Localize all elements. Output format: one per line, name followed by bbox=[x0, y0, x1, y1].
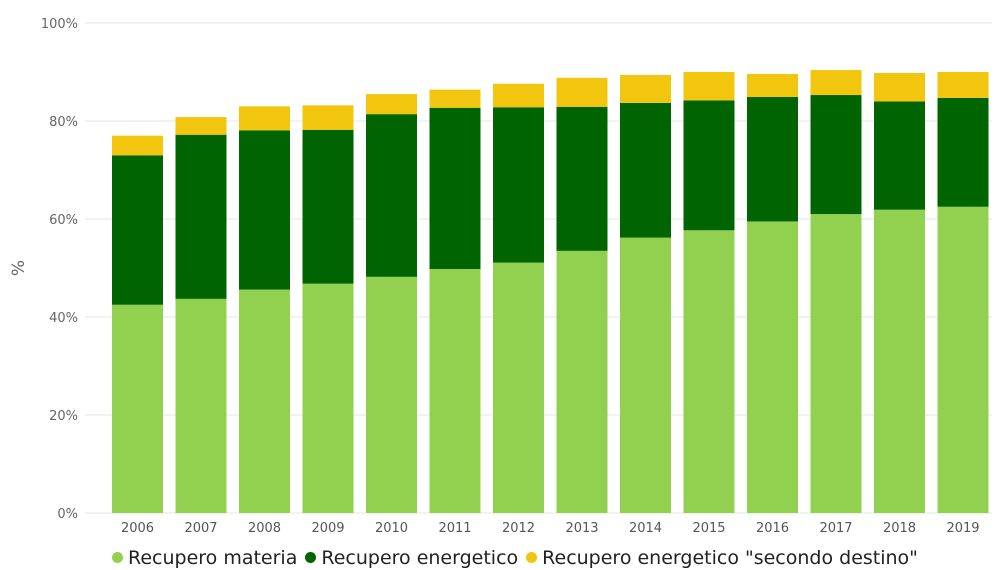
x-tick-label: 2012 bbox=[502, 521, 535, 536]
x-tick-label: 2011 bbox=[438, 521, 471, 536]
bar-segment bbox=[429, 107, 481, 269]
bar-segment bbox=[429, 268, 481, 513]
y-axis-ticks: 0% 20% 40% 60% 80% 100% bbox=[41, 17, 78, 522]
bar-segment bbox=[302, 129, 354, 284]
x-tick-label: 2018 bbox=[883, 521, 916, 536]
x-tick-label: 2017 bbox=[819, 521, 852, 536]
x-tick-label: 2010 bbox=[375, 521, 408, 536]
legend-marker bbox=[112, 552, 123, 563]
y-tick-label: 80% bbox=[49, 115, 78, 130]
x-tick-label: 2008 bbox=[248, 521, 281, 536]
legend-label: Recupero materia bbox=[128, 546, 298, 569]
legend-marker bbox=[526, 552, 538, 563]
bars bbox=[112, 70, 989, 513]
x-tick-label: 2007 bbox=[184, 521, 217, 536]
bar-segment bbox=[747, 221, 798, 513]
x-tick-label: 2014 bbox=[629, 521, 662, 536]
x-tick-label: 2015 bbox=[692, 521, 725, 536]
bar-segment bbox=[556, 106, 608, 251]
bar-segment bbox=[747, 73, 798, 97]
bar-segment bbox=[556, 77, 608, 107]
x-tick-label: 2019 bbox=[946, 521, 979, 536]
bar-segment bbox=[239, 106, 290, 131]
bar-segment bbox=[810, 95, 862, 215]
y-tick-label: 20% bbox=[49, 409, 78, 424]
bar-segment bbox=[366, 114, 417, 277]
legend-item: Recupero materia bbox=[112, 547, 297, 569]
bar-segment bbox=[366, 276, 417, 513]
bar-segment bbox=[175, 298, 227, 513]
bar-segment bbox=[175, 117, 227, 135]
legend-item: Recupero energetico bbox=[305, 547, 518, 569]
y-tick-label: 0% bbox=[57, 507, 78, 522]
bar-segment bbox=[620, 74, 671, 103]
x-tick-label: 2013 bbox=[565, 521, 598, 536]
legend-marker bbox=[305, 552, 317, 563]
legend-label: Recupero energetico bbox=[321, 546, 519, 569]
bar-segment bbox=[810, 70, 862, 96]
stacked-bar-chart: 0% 20% 40% 60% 80% 100% % 2006 2007 2008 2009 201… bbox=[9, 17, 992, 536]
bar-segment bbox=[493, 107, 544, 263]
bar-segment bbox=[874, 209, 925, 513]
bar-segment bbox=[620, 102, 671, 238]
y-axis-label: % bbox=[9, 260, 29, 276]
y-tick-label: 40% bbox=[49, 311, 78, 326]
legend: Recupero materia Recupero energetico Recup… bbox=[112, 545, 926, 570]
bar-segment bbox=[239, 130, 290, 290]
bar-segment bbox=[493, 83, 544, 108]
bar-segment bbox=[810, 214, 862, 513]
bar-segment bbox=[302, 283, 354, 513]
x-tick-label: 2009 bbox=[311, 521, 344, 536]
bar-segment bbox=[112, 135, 163, 156]
bar-segment bbox=[429, 89, 481, 108]
x-tick-label: 2006 bbox=[121, 521, 154, 536]
bar-segment bbox=[366, 94, 417, 115]
legend-label: Recupero energetico "secondo destino" bbox=[542, 546, 918, 569]
bar-segment bbox=[937, 97, 989, 207]
bar-segment bbox=[683, 72, 735, 101]
y-tick-label: 60% bbox=[49, 213, 78, 228]
bar-segment bbox=[239, 289, 290, 513]
bar-segment bbox=[937, 206, 989, 513]
bar-segment bbox=[620, 237, 671, 513]
bar-segment bbox=[683, 100, 735, 231]
legend-item: Recupero energetico "secondo destino" bbox=[526, 547, 918, 569]
bar-segment bbox=[683, 230, 735, 513]
x-axis-ticks: 2006 2007 2008 2009 2010 2011 2012 2013 2014 2015… bbox=[121, 521, 980, 536]
bar-segment bbox=[112, 304, 163, 513]
bar-segment bbox=[493, 262, 544, 513]
bar-segment bbox=[302, 105, 354, 130]
bar-segment bbox=[112, 155, 163, 305]
bar-segment bbox=[937, 72, 989, 98]
bar-segment bbox=[874, 101, 925, 210]
bar-segment bbox=[874, 72, 925, 102]
bar-segment bbox=[747, 96, 798, 222]
x-tick-label: 2016 bbox=[756, 521, 789, 536]
bar-segment bbox=[556, 250, 608, 513]
y-tick-label: 100% bbox=[41, 17, 78, 32]
bar-segment bbox=[175, 134, 227, 299]
